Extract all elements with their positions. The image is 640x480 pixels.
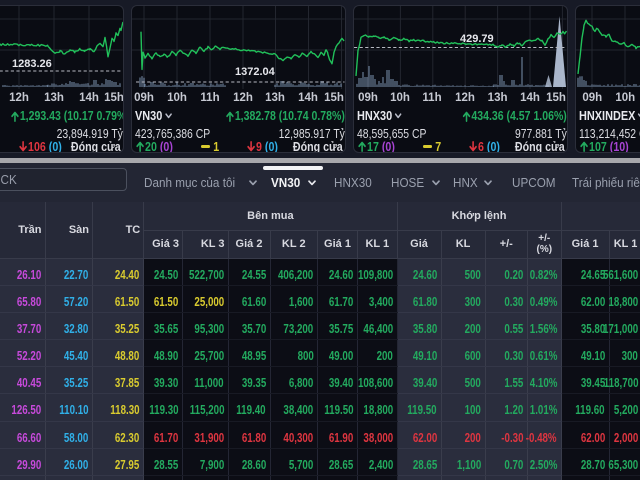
svg-text:1372.04: 1372.04 <box>235 66 276 78</box>
svg-text:429.79: 429.79 <box>460 33 494 45</box>
svg-text:1283.26: 1283.26 <box>12 58 52 70</box>
